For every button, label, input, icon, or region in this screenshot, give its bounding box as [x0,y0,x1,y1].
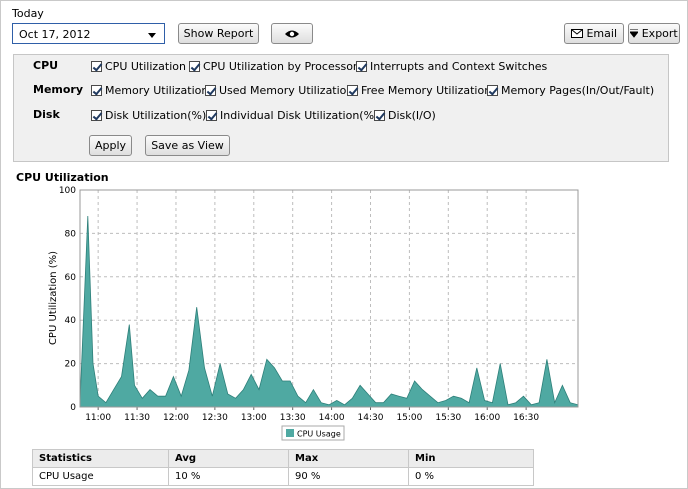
table-cell: 10 % [168,467,289,486]
checkbox-icon [347,85,358,96]
x-tick-label: 13:30 [280,413,306,423]
cpu-utilization-checkbox[interactable]: CPU Utilization [91,60,186,73]
y-tick-label: 0 [70,403,76,413]
x-tick-label: 12:30 [202,413,228,423]
eye-icon [285,30,299,38]
period-label: Today [12,7,44,20]
x-tick-label: 16:00 [474,413,500,423]
free-memory-checkbox[interactable]: Free Memory Utilization [347,84,491,97]
y-tick-label: 100 [59,186,76,196]
checkbox-icon [206,110,217,121]
disk-row-label: Disk [33,108,60,121]
save-as-view-button[interactable]: Save as View [145,135,230,156]
chevron-down-icon [148,33,156,38]
table-cell: 90 % [288,467,409,486]
email-button[interactable]: Email [564,23,624,44]
export-button[interactable]: Export [628,23,680,44]
checkbox-icon [189,61,200,72]
y-tick-label: 80 [65,229,77,239]
y-tick-label: 20 [65,360,77,370]
x-tick-label: 11:00 [85,413,111,423]
table-header-statistics: Statistics [32,449,169,468]
date-select[interactable]: Oct 17, 2012 [12,23,165,44]
export-arrow-icon [629,28,640,38]
cpu-utilization-chart: CPU Utilization (%) 0 20 40 60 80 100 11:00 11:… [48,186,579,441]
legend-label: CPU Usage [297,430,341,439]
x-tick-label: 15:30 [435,413,461,423]
checkbox-icon [487,85,498,96]
checkbox-icon [356,61,367,72]
show-report-button[interactable]: Show Report [178,23,259,44]
used-memory-checkbox[interactable]: Used Memory Utilization [205,84,353,97]
checkbox-icon [205,85,216,96]
table-header-min: Min [408,449,534,468]
table-header-row: Statistics Avg Max Min [32,449,534,468]
section-title: CPU Utilization [16,171,109,184]
statistics-table: Statistics Avg Max Min CPU Usage 10 % 90… [32,449,534,486]
x-tick-label: 16:30 [513,413,539,423]
cpu-row-label: CPU [33,59,59,72]
x-tick-label: 11:30 [124,413,150,423]
checkbox-icon [91,110,102,121]
table-cell: 0 % [408,467,534,486]
disk-utilization-checkbox[interactable]: Disk Utilization(%) [91,109,206,122]
export-label: Export [641,27,678,40]
memory-utilization-checkbox[interactable]: Memory Utilization [91,84,208,97]
table-header-avg: Avg [168,449,289,468]
plot-area [79,189,579,408]
email-label: Email [586,27,618,40]
x-tick-label: 14:00 [319,413,345,423]
checkbox-icon [374,110,385,121]
cpu-usage-area [79,215,579,408]
y-tick-label: 40 [65,316,77,326]
individual-disk-checkbox[interactable]: Individual Disk Utilization(%) [206,109,378,122]
x-tick-label: 12:00 [163,413,189,423]
interrupts-checkbox[interactable]: Interrupts and Context Switches [356,60,547,73]
envelope-icon [570,29,583,38]
y-axis-label: CPU Utilization (%) [48,251,59,345]
plot-border [79,189,579,408]
memory-pages-checkbox[interactable]: Memory Pages(In/Out/Fault) [487,84,654,97]
view-button[interactable] [271,23,313,44]
table-header-max: Max [288,449,409,468]
x-tick-label: 15:00 [396,413,422,423]
legend-box [281,425,345,441]
x-tick-label: 14:30 [358,413,384,423]
checkbox-icon [91,61,102,72]
date-value: Oct 17, 2012 [19,28,91,41]
apply-button[interactable]: Apply [89,135,132,156]
checkbox-icon [91,85,102,96]
memory-row-label: Memory [33,83,84,96]
disk-io-checkbox[interactable]: Disk(I/O) [374,109,436,122]
table-row: CPU Usage 10 % 90 % 0 % [32,467,534,486]
legend-swatch [286,429,294,437]
table-cell: CPU Usage [32,467,169,486]
cpu-by-processor-checkbox[interactable]: CPU Utilization by Processor [189,60,357,73]
x-tick-label: 13:00 [241,413,267,423]
y-tick-label: 60 [65,273,77,283]
